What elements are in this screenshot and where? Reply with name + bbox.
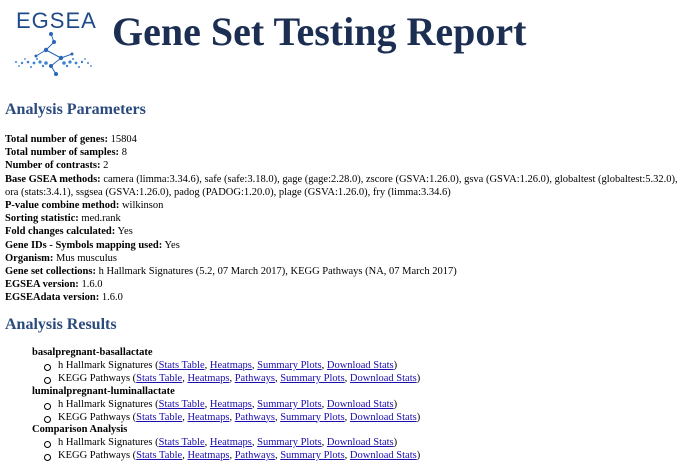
param-row: Gene IDs - Symbols mapping used: Yes — [5, 239, 691, 252]
param-value: med.rank — [81, 213, 121, 225]
collection-name: h Hallmark Signatures — [58, 359, 153, 371]
param-label: Fold changes calculated: — [5, 226, 116, 238]
param-label: P-value combine method: — [5, 200, 120, 212]
param-row: Gene set collections: h Hallmark Signatu… — [5, 265, 691, 278]
param-row: Fold changes calculated: Yes — [5, 225, 691, 238]
network-logo-icon — [15, 32, 92, 76]
param-label: Gene IDs - Symbols mapping used: — [5, 239, 163, 251]
list-bullet-icon — [44, 363, 51, 371]
param-label: Base GSEA methods: — [5, 173, 101, 185]
download-stats-link[interactable]: Download Stats — [326, 398, 394, 410]
param-value: Yes — [164, 239, 180, 251]
param-value: camera (limma:3.34.6), safe (safe:3.18.0… — [5, 173, 678, 198]
stats-table-link[interactable]: Stats Table — [136, 411, 183, 423]
collection-row: KEGG Pathways (Stats Table, Heatmaps, Pa… — [32, 412, 672, 425]
heatmaps-link[interactable]: Heatmaps — [187, 372, 230, 384]
param-row: Total number of samples: 8 — [5, 146, 691, 159]
param-row: Sorting statistic: med.rank — [5, 212, 691, 225]
collection-name: h Hallmark Signatures — [58, 398, 153, 410]
heatmaps-link[interactable]: Heatmaps — [187, 450, 230, 462]
collection-name: KEGG Pathways — [58, 372, 131, 384]
heatmaps-link[interactable]: Heatmaps — [209, 359, 252, 371]
param-value: 15804 — [110, 134, 137, 145]
stats-table-link[interactable]: Stats Table — [158, 437, 205, 449]
param-row: EGSEA version: 1.6.0 — [5, 278, 691, 291]
param-row: P-value combine method: wilkinson — [5, 199, 691, 212]
pathways-link[interactable]: Pathways — [234, 372, 275, 384]
analysis-results-list: basalpregnant-basallactate h Hallmark Sig… — [32, 347, 672, 463]
param-label: Number of contrasts: — [5, 160, 101, 172]
stats-table-link[interactable]: Stats Table — [136, 450, 183, 462]
list-bullet-icon — [44, 454, 51, 462]
list-bullet-icon — [44, 415, 51, 423]
param-row: Base GSEA methods: camera (limma:3.34.6)… — [5, 173, 691, 199]
download-stats-link[interactable]: Download Stats — [349, 411, 417, 423]
param-row: Total number of genes: 15804 — [5, 133, 691, 146]
stats-table-link[interactable]: Stats Table — [158, 398, 205, 410]
collection-row: h Hallmark Signatures (Stats Table, Heat… — [32, 437, 672, 450]
collection-row: KEGG Pathways (Stats Table, Heatmaps, Pa… — [32, 373, 672, 386]
contrast-label: Comparison Analysis — [32, 424, 128, 436]
summary-plots-link[interactable]: Summary Plots — [280, 372, 345, 384]
param-value: 2 — [103, 160, 109, 172]
pathways-link[interactable]: Pathways — [234, 450, 275, 462]
list-bullet-icon — [44, 441, 51, 449]
heatmaps-link[interactable]: Heatmaps — [209, 437, 252, 449]
param-label: EGSEA version: — [5, 279, 79, 291]
download-stats-link[interactable]: Download Stats — [326, 359, 394, 371]
param-value: 1.6.0 — [101, 292, 123, 304]
list-bullet-icon — [44, 402, 51, 410]
summary-plots-link[interactable]: Summary Plots — [257, 437, 322, 449]
egsea-logo: EGSEA — [6, 4, 96, 84]
summary-plots-link[interactable]: Summary Plots — [280, 411, 345, 423]
param-value: 8 — [121, 147, 127, 159]
param-value: 1.6.0 — [81, 279, 103, 291]
pathways-link[interactable]: Pathways — [234, 411, 275, 423]
download-stats-link[interactable]: Download Stats — [326, 437, 394, 449]
page-title: Gene Set Testing Report — [112, 9, 527, 54]
param-value: h Hallmark Signatures (5.2, 07 March 201… — [98, 266, 457, 278]
param-label: Gene set collections: — [5, 266, 96, 278]
param-label: Total number of samples: — [5, 147, 120, 159]
download-stats-link[interactable]: Download Stats — [349, 450, 417, 462]
heatmaps-link[interactable]: Heatmaps — [187, 411, 230, 423]
collection-row: h Hallmark Signatures (Stats Table, Heat… — [32, 399, 672, 412]
param-label: EGSEAdata version: — [5, 292, 100, 304]
collection-row: KEGG Pathways (Stats Table, Heatmaps, Pa… — [32, 450, 672, 463]
collection-row: h Hallmark Signatures (Stats Table, Heat… — [32, 360, 672, 373]
stats-table-link[interactable]: Stats Table — [158, 359, 205, 371]
contrast-label: basalpregnant-basallactate — [32, 347, 153, 358]
collection-name: KEGG Pathways — [58, 450, 131, 462]
param-label: Total number of genes: — [5, 134, 108, 145]
download-stats-link[interactable]: Download Stats — [349, 372, 417, 384]
contrast-label: luminalpregnant-luminallactate — [32, 385, 175, 397]
logo-text: EGSEA — [16, 8, 97, 33]
param-label: Sorting statistic: — [5, 213, 79, 225]
analysis-parameters-heading: Analysis Parameters — [5, 101, 146, 118]
param-value: Mus musculus — [56, 252, 118, 264]
param-row: Number of contrasts: 2 — [5, 159, 691, 172]
analysis-parameters-list: Total number of genes: 15804 Total number… — [5, 133, 691, 305]
list-bullet-icon — [44, 376, 51, 384]
heatmaps-link[interactable]: Heatmaps — [209, 398, 252, 410]
stats-table-link[interactable]: Stats Table — [136, 372, 183, 384]
param-value: wilkinson — [121, 200, 164, 212]
param-label: Organism: — [5, 252, 54, 264]
collection-name: h Hallmark Signatures — [58, 437, 153, 449]
summary-plots-link[interactable]: Summary Plots — [280, 450, 345, 462]
summary-plots-link[interactable]: Summary Plots — [257, 398, 322, 410]
param-row: Organism: Mus musculus — [5, 252, 691, 265]
analysis-results-heading: Analysis Results — [5, 316, 117, 333]
collection-name: KEGG Pathways — [58, 411, 131, 423]
param-value: Yes — [117, 226, 133, 238]
param-row: EGSEAdata version: 1.6.0 — [5, 291, 691, 304]
summary-plots-link[interactable]: Summary Plots — [257, 359, 322, 371]
